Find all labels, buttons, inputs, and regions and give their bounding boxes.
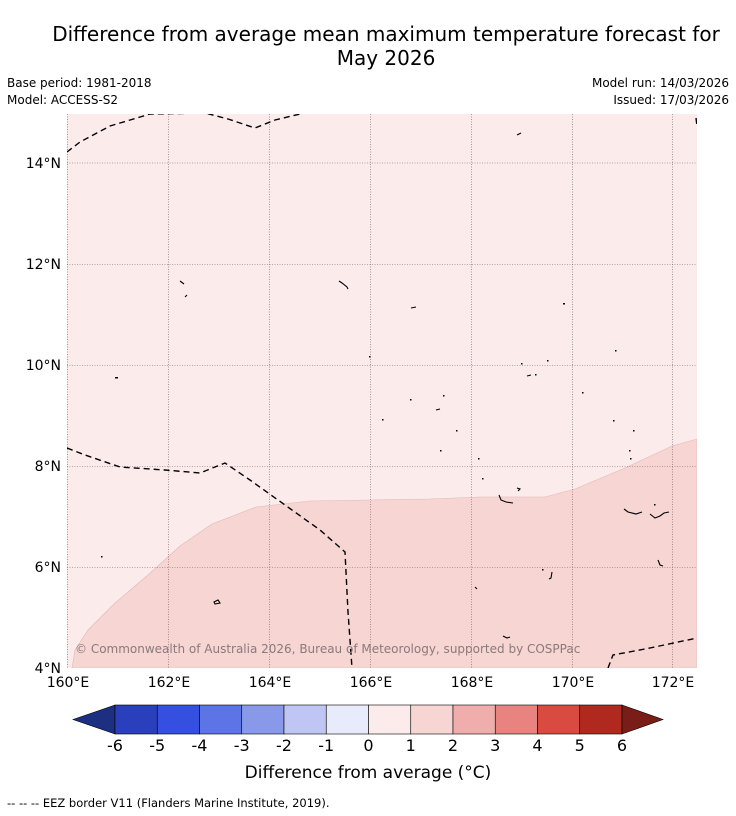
islands xyxy=(179,132,670,639)
lon-label-172e: 172°E xyxy=(652,675,695,691)
colorbar-title: Difference from average (°C) xyxy=(244,763,492,783)
lat-label-14n: 14°N xyxy=(26,156,61,172)
colorbar-tick-label: 4 xyxy=(532,736,542,755)
colorbar-box xyxy=(114,704,158,735)
graticule xyxy=(67,114,697,668)
lon-label-160e: 160°E xyxy=(47,675,90,691)
colorbar-ticks: -6 -5 -4 -3 -2 -1 0 1 2 3 4 5 6 xyxy=(107,736,627,755)
island-dots xyxy=(101,303,656,571)
meta-left: Base period: 1981-2018 Model: ACCESS-S2 xyxy=(7,75,152,109)
colorbar-box xyxy=(199,704,243,735)
lat-label-10n: 10°N xyxy=(26,358,61,374)
colorbar-box xyxy=(410,704,454,735)
colorbar-box xyxy=(452,704,496,735)
page-title: Difference from average mean maximum tem… xyxy=(0,22,736,70)
colorbar-box xyxy=(156,704,200,735)
title-line-2: May 2026 xyxy=(336,46,436,70)
lon-label-164e: 164°E xyxy=(249,675,292,691)
colorbar-extend-low xyxy=(72,704,116,735)
colorbar-tick-label: 3 xyxy=(490,736,500,755)
anomaly-zone-1-2 xyxy=(71,438,697,668)
title-line-1: Difference from average mean maximum tem… xyxy=(52,22,720,46)
colorbar-tick-label: -1 xyxy=(318,736,334,755)
colorbar-tick-label: 0 xyxy=(363,736,373,755)
lon-label-166e: 166°E xyxy=(350,675,393,691)
colorbar-tick-label: -3 xyxy=(234,736,250,755)
colorbar-box xyxy=(283,704,327,735)
lat-label-6n: 6°N xyxy=(35,560,61,576)
colorbar-box xyxy=(494,704,538,735)
map-area: © Commonwealth of Australia 2026, Bureau… xyxy=(67,114,697,668)
axis-labels: 14°N 12°N 10°N 8°N 6°N 4°N 160°E 162°E 1… xyxy=(26,156,695,691)
model-name: Model: ACCESS-S2 xyxy=(7,93,119,107)
base-period: Base period: 1981-2018 xyxy=(7,76,152,90)
meta-right: Model run: 14/03/2026 Issued: 17/03/2026 xyxy=(592,75,729,109)
colorbar-box xyxy=(325,704,369,735)
lat-label-8n: 8°N xyxy=(35,459,61,475)
copyright-text: © Commonwealth of Australia 2026, Bureau… xyxy=(75,642,580,656)
lat-label-4n: 4°N xyxy=(35,661,61,677)
lon-label-168e: 168°E xyxy=(451,675,494,691)
colorbar-tick-label: 1 xyxy=(406,736,416,755)
colorbar-box xyxy=(537,704,581,735)
colorbar-tick-label: 2 xyxy=(448,736,458,755)
colorbar-tick-label: 6 xyxy=(617,736,627,755)
lat-label-12n: 12°N xyxy=(26,257,61,273)
lon-label-170e: 170°E xyxy=(552,675,595,691)
colorbar-box xyxy=(579,704,623,735)
colorbar-tick-label: -5 xyxy=(149,736,165,755)
colorbar-tick-label: -4 xyxy=(192,736,208,755)
model-run: Model run: 14/03/2026 xyxy=(591,76,729,90)
colorbar-extend-high xyxy=(621,704,664,735)
colorbar-tick-label: 5 xyxy=(575,736,585,755)
issued-date: Issued: 17/03/2026 xyxy=(613,93,729,107)
colorbar-tick-label: -2 xyxy=(276,736,292,755)
footer-note: -- -- -- EEZ border V11 (Flanders Marine… xyxy=(7,796,330,810)
eez-borders xyxy=(67,114,697,668)
colorbar-box xyxy=(241,704,285,735)
colorbar-box xyxy=(368,704,412,735)
colorbar xyxy=(72,704,664,735)
lon-label-162e: 162°E xyxy=(148,675,191,691)
colorbar-tick-label: -6 xyxy=(107,736,123,755)
